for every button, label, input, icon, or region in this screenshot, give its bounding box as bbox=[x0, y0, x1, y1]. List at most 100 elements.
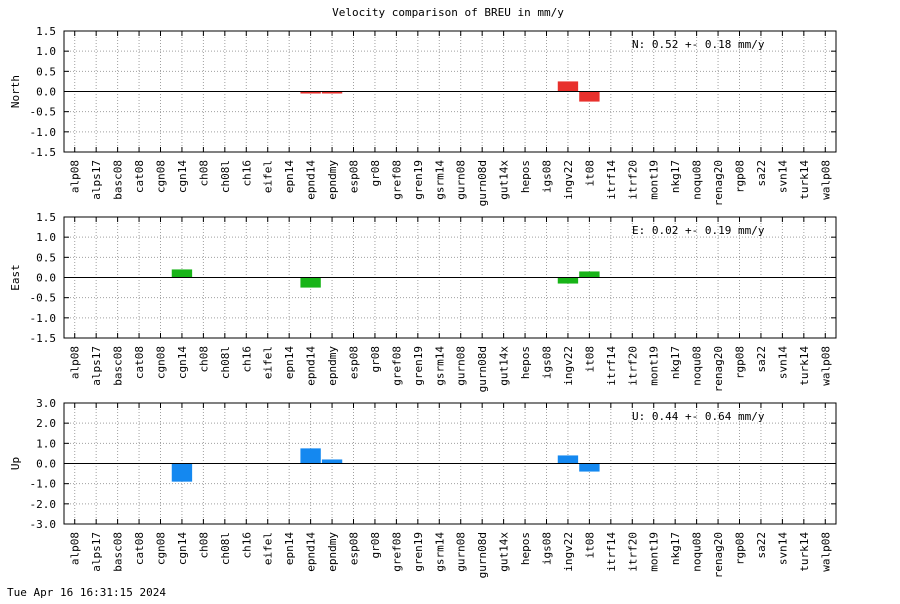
north-y-tick-label: -1.5 bbox=[30, 146, 57, 159]
north-y-tick-label: -1.0 bbox=[30, 126, 57, 139]
north-x-tick-label: gren19 bbox=[412, 160, 425, 200]
north-x-tick-label: alps17 bbox=[90, 160, 103, 200]
up-y-tick-label: -1.0 bbox=[30, 478, 57, 491]
east-x-tick-label: nkg17 bbox=[669, 346, 682, 379]
up-y-tick-label: -3.0 bbox=[30, 518, 57, 531]
up-y-tick-label: 2.0 bbox=[36, 417, 56, 430]
up-x-tick-label: igs08 bbox=[541, 532, 554, 565]
up-x-tick-label: ch08 bbox=[197, 532, 210, 559]
up-x-tick-label: epn14 bbox=[283, 532, 296, 565]
east-y-tick-label: 1.5 bbox=[36, 211, 56, 224]
up-x-tick-label: ch08l bbox=[219, 532, 232, 565]
north-x-tick-label: cgn14 bbox=[176, 160, 189, 193]
east-y-tick-label: 1.0 bbox=[36, 231, 56, 244]
up-x-tick-label: renag20 bbox=[712, 532, 725, 578]
east-x-tick-label: alp08 bbox=[69, 346, 82, 379]
up-x-tick-label: eifel bbox=[262, 532, 275, 565]
up-x-tick-label: gut14x bbox=[498, 532, 511, 572]
up-x-tick-label: gsrm14 bbox=[433, 532, 446, 572]
east-x-tick-label: epn14 bbox=[283, 346, 296, 379]
up-x-tick-label: turk14 bbox=[798, 532, 811, 572]
north-x-tick-label: epnd14 bbox=[305, 160, 318, 200]
east-x-tick-label: noqu08 bbox=[691, 346, 704, 386]
east-x-tick-label: igs08 bbox=[541, 346, 554, 379]
east-x-tick-label: turk14 bbox=[798, 346, 811, 386]
up-x-tick-label: cgn08 bbox=[155, 532, 168, 565]
east-x-tick-label: mont19 bbox=[648, 346, 661, 386]
north-x-tick-label: esp08 bbox=[348, 160, 361, 193]
north-x-tick-label: rgp08 bbox=[734, 160, 747, 193]
east-annotation: E: 0.02 +- 0.19 mm/y bbox=[632, 224, 765, 237]
up-x-tick-label: walp08 bbox=[819, 532, 832, 572]
east-x-tick-label: renag20 bbox=[712, 346, 725, 392]
east-x-tick-label: itrf20 bbox=[626, 346, 639, 386]
north-axis-label: North bbox=[9, 75, 22, 108]
north-x-tick-label: noqu08 bbox=[691, 160, 704, 200]
up-x-tick-label: basc08 bbox=[112, 532, 125, 572]
east-x-tick-label: itrf14 bbox=[605, 346, 618, 386]
east-x-tick-label: esp08 bbox=[348, 346, 361, 379]
east-x-tick-label: walp08 bbox=[819, 346, 832, 386]
north-bar-ingv22 bbox=[557, 81, 579, 92]
east-x-tick-label: it08 bbox=[583, 346, 596, 373]
up-y-tick-label: 3.0 bbox=[36, 397, 56, 410]
up-x-tick-label: mont19 bbox=[648, 532, 661, 572]
north-x-tick-label: gurn08d bbox=[476, 160, 489, 206]
north-x-tick-label: basc08 bbox=[112, 160, 125, 200]
up-bar-cgn14 bbox=[171, 463, 193, 482]
east-x-tick-label: ch08l bbox=[219, 346, 232, 379]
up-x-tick-label: alps17 bbox=[90, 532, 103, 572]
up-y-tick-label: 0.0 bbox=[36, 458, 56, 471]
north-x-tick-label: ingv22 bbox=[562, 160, 575, 200]
east-x-tick-label: epndmy bbox=[326, 346, 339, 386]
east-x-tick-label: eifel bbox=[262, 346, 275, 379]
north-x-tick-label: ch08l bbox=[219, 160, 232, 193]
up-x-tick-label: hepos bbox=[519, 532, 532, 565]
east-bar-epnd14 bbox=[300, 277, 321, 288]
north-x-tick-label: epn14 bbox=[283, 160, 296, 193]
north-bar-epnd14 bbox=[300, 91, 321, 94]
north-x-tick-label: it08 bbox=[583, 160, 596, 187]
north-y-tick-label: 0.0 bbox=[36, 86, 56, 99]
up-y-tick-label: 1.0 bbox=[36, 437, 56, 450]
up-x-tick-label: esp08 bbox=[348, 532, 361, 565]
chart-title: Velocity comparison of BREU in mm/y bbox=[332, 6, 564, 19]
north-annotation: N: 0.52 +- 0.18 mm/y bbox=[632, 38, 765, 51]
north-x-tick-label: gr08 bbox=[369, 160, 382, 187]
north-x-tick-label: walp08 bbox=[819, 160, 832, 200]
up-x-tick-label: nkg17 bbox=[669, 532, 682, 565]
east-y-tick-label: -1.0 bbox=[30, 312, 57, 325]
north-x-tick-label: renag20 bbox=[712, 160, 725, 206]
east-x-tick-label: alps17 bbox=[90, 346, 103, 386]
north-x-tick-label: alp08 bbox=[69, 160, 82, 193]
north-x-tick-label: turk14 bbox=[798, 160, 811, 200]
east-x-tick-label: basc08 bbox=[112, 346, 125, 386]
north-x-tick-label: epndmy bbox=[326, 160, 339, 200]
east-x-tick-label: gren19 bbox=[412, 346, 425, 386]
north-x-tick-label: gut14x bbox=[498, 160, 511, 200]
north-x-tick-label: igs08 bbox=[541, 160, 554, 193]
east-x-tick-label: svn14 bbox=[776, 346, 789, 379]
up-y-tick-label: -2.0 bbox=[30, 498, 57, 511]
north-x-tick-label: hepos bbox=[519, 160, 532, 193]
up-bar-epnd14 bbox=[300, 448, 321, 464]
up-x-tick-label: it08 bbox=[583, 532, 596, 559]
north-x-tick-label: nkg17 bbox=[669, 160, 682, 193]
east-x-tick-label: ch16 bbox=[240, 346, 253, 373]
north-bar-epndmy bbox=[321, 91, 343, 94]
north-bar-it08 bbox=[579, 91, 600, 102]
up-axis-label: Up bbox=[9, 457, 22, 470]
north-x-tick-label: svn14 bbox=[776, 160, 789, 193]
north-x-tick-label: cgn08 bbox=[155, 160, 168, 193]
north-y-tick-label: 1.0 bbox=[36, 45, 56, 58]
up-x-tick-label: rgp08 bbox=[734, 532, 747, 565]
north-x-tick-label: ch16 bbox=[240, 160, 253, 187]
north-x-tick-label: ch08 bbox=[197, 160, 210, 187]
north-x-tick-label: gsrm14 bbox=[433, 160, 446, 200]
east-y-tick-label: 0.5 bbox=[36, 251, 56, 264]
east-x-tick-label: cgn14 bbox=[176, 346, 189, 379]
north-x-tick-label: sa22 bbox=[755, 160, 768, 187]
up-x-tick-label: ch16 bbox=[240, 532, 253, 559]
up-x-tick-label: noqu08 bbox=[691, 532, 704, 572]
